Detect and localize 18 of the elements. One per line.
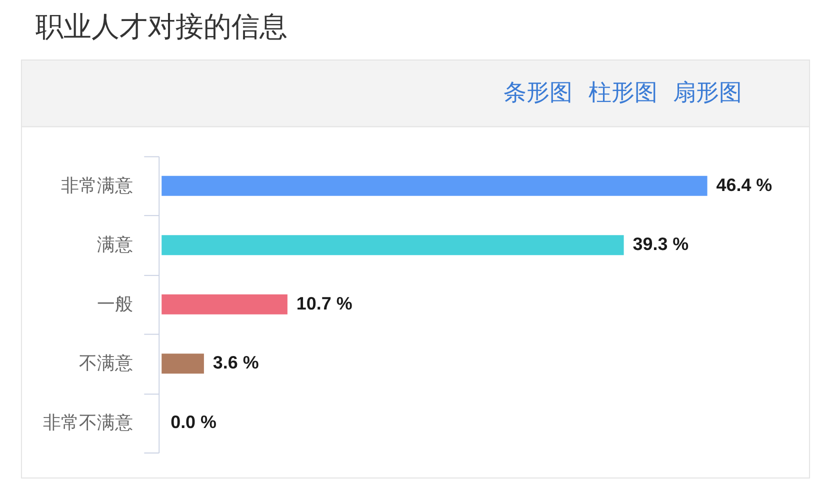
data-label: 39.3 % (632, 234, 689, 254)
bar (162, 176, 708, 196)
data-label: 3.6 % (212, 352, 259, 373)
bar (162, 294, 288, 314)
text: 柱形图 (588, 80, 658, 106)
y-tick-label: 满意 (97, 234, 134, 256)
data-label: 10.7 % (296, 293, 352, 314)
bar (162, 235, 624, 256)
y-tick-label: 不满意 (79, 353, 134, 374)
y-tick-label: 一般 (97, 294, 134, 315)
data-label: 46.4 % (716, 174, 772, 195)
text: 条形图 (504, 80, 573, 106)
y-tick-label: 非常满意 (61, 175, 134, 196)
y-tick-label: 非常不满意 (43, 412, 134, 434)
chart-title: 职业人才对接的信息 (35, 10, 288, 44)
text: 扇形图 (673, 80, 742, 106)
data-label: 0.0 % (170, 412, 217, 432)
bar (162, 354, 204, 374)
